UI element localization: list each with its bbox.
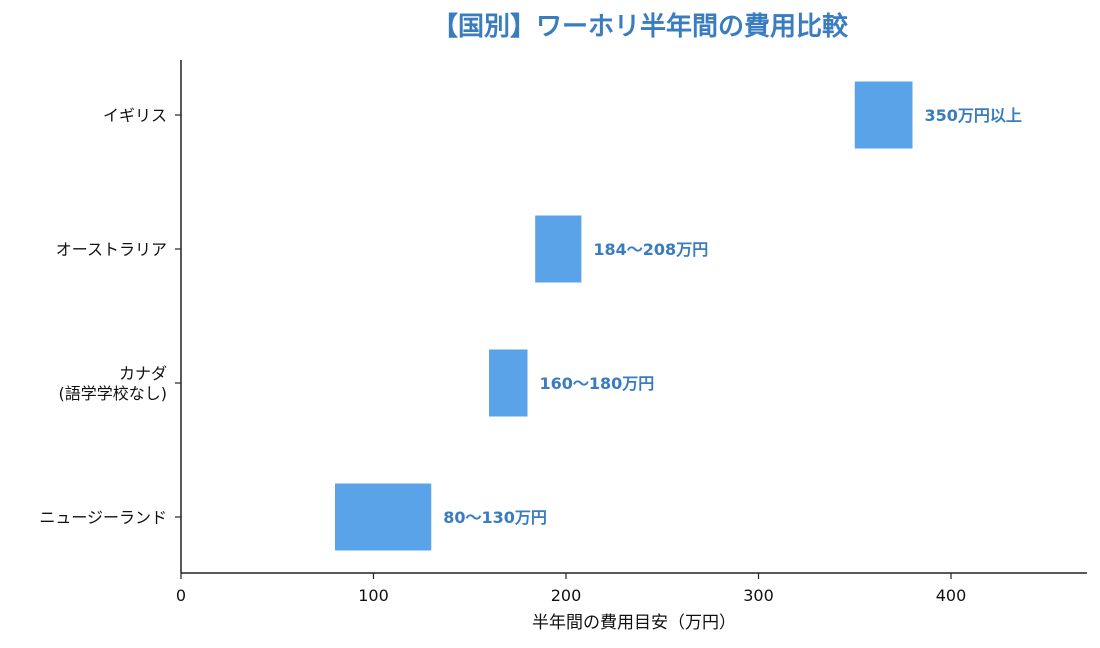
category-label: イギリス: [103, 106, 167, 125]
category-label: ニュージーランド: [39, 508, 167, 527]
chart-title: 【国別】ワーホリ半年間の費用比較: [432, 11, 849, 42]
x-tick-label: 0: [176, 586, 186, 605]
bars-layer: 350万円以上 184〜208万円 160〜180万円 80〜130万円: [335, 81, 1022, 551]
range-bar: [335, 483, 432, 551]
data-label: 350万円以上: [925, 106, 1022, 125]
data-label: 80〜130万円: [443, 508, 547, 527]
category-label: (語学学校なし): [59, 384, 168, 403]
range-bar: [535, 215, 582, 283]
x-tick-label: 300: [743, 586, 774, 605]
x-tick-label: 100: [358, 586, 389, 605]
x-axis-label: 半年間の費用目安（万円）: [532, 613, 736, 633]
range-bar: [854, 81, 913, 149]
data-label: 160〜180万円: [540, 374, 655, 393]
category-label: カナダ: [119, 364, 167, 383]
range-bar: [489, 349, 528, 417]
data-label: 184〜208万円: [593, 240, 708, 259]
x-tick-label: 400: [936, 586, 967, 605]
category-label: オーストラリア: [56, 240, 167, 259]
x-tick-label: 200: [551, 586, 582, 605]
